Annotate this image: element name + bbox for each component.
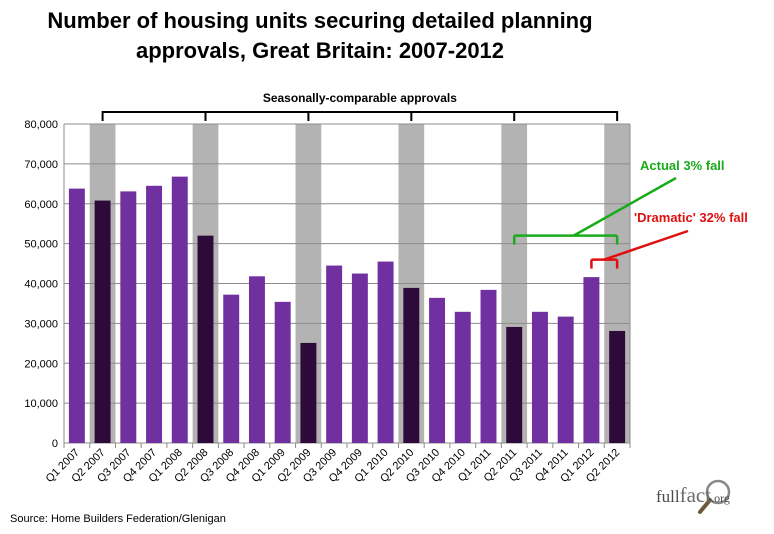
title-line-2: approvals, Great Britain: 2007-2012 bbox=[135, 38, 505, 63]
bar bbox=[248, 276, 265, 443]
y-tick-label: 50,000 bbox=[24, 239, 58, 251]
bar bbox=[300, 342, 317, 443]
annotation-red-label: 'Dramatic' 32% fall bbox=[634, 210, 748, 225]
fullfact-logo: fullfact.org bbox=[656, 478, 766, 518]
bar bbox=[68, 188, 85, 443]
y-tick-label: 30,000 bbox=[24, 318, 58, 330]
annotation-red-pointer bbox=[603, 229, 689, 261]
bar bbox=[506, 326, 523, 443]
bar bbox=[429, 297, 446, 443]
bar bbox=[120, 191, 137, 443]
bar bbox=[146, 185, 163, 443]
y-tick-label: 40,000 bbox=[24, 279, 58, 291]
y-tick-label: 20,000 bbox=[24, 358, 58, 370]
y-tick-label: 60,000 bbox=[24, 199, 58, 211]
bar bbox=[171, 176, 188, 443]
bar bbox=[531, 311, 548, 443]
title-line-1: Number of housing units securing detaile… bbox=[47, 8, 593, 33]
y-tick-label: 80,000 bbox=[24, 119, 58, 131]
bar bbox=[326, 265, 343, 443]
bar bbox=[223, 294, 240, 443]
bar bbox=[351, 273, 368, 443]
source-note: Source: Home Builders Federation/Gleniga… bbox=[10, 513, 226, 525]
bar bbox=[609, 330, 626, 443]
logo-text-full: full bbox=[656, 487, 680, 506]
y-tick-label: 10,000 bbox=[24, 398, 58, 410]
bracket-label: Seasonally-comparable approvals bbox=[263, 91, 457, 105]
bar bbox=[454, 311, 471, 443]
y-tick-label: 0 bbox=[52, 438, 58, 450]
annotation-green-pointer bbox=[573, 176, 677, 237]
logo-text-fact: fact bbox=[679, 483, 712, 507]
bar bbox=[197, 235, 214, 443]
bar bbox=[274, 301, 291, 443]
annotation-green-label: Actual 3% fall bbox=[640, 158, 725, 173]
chart-title: Number of housing units securing detaile… bbox=[0, 6, 640, 66]
bar bbox=[583, 277, 600, 443]
bar bbox=[557, 316, 574, 443]
bar bbox=[403, 287, 420, 443]
magnifier-icon bbox=[698, 479, 731, 514]
bar bbox=[377, 261, 394, 443]
bar bbox=[480, 289, 497, 443]
logo-text: fullfact.org bbox=[656, 483, 730, 508]
logo-text-domain: .org bbox=[711, 491, 730, 505]
y-tick-label: 70,000 bbox=[24, 159, 58, 171]
bar bbox=[94, 200, 111, 443]
